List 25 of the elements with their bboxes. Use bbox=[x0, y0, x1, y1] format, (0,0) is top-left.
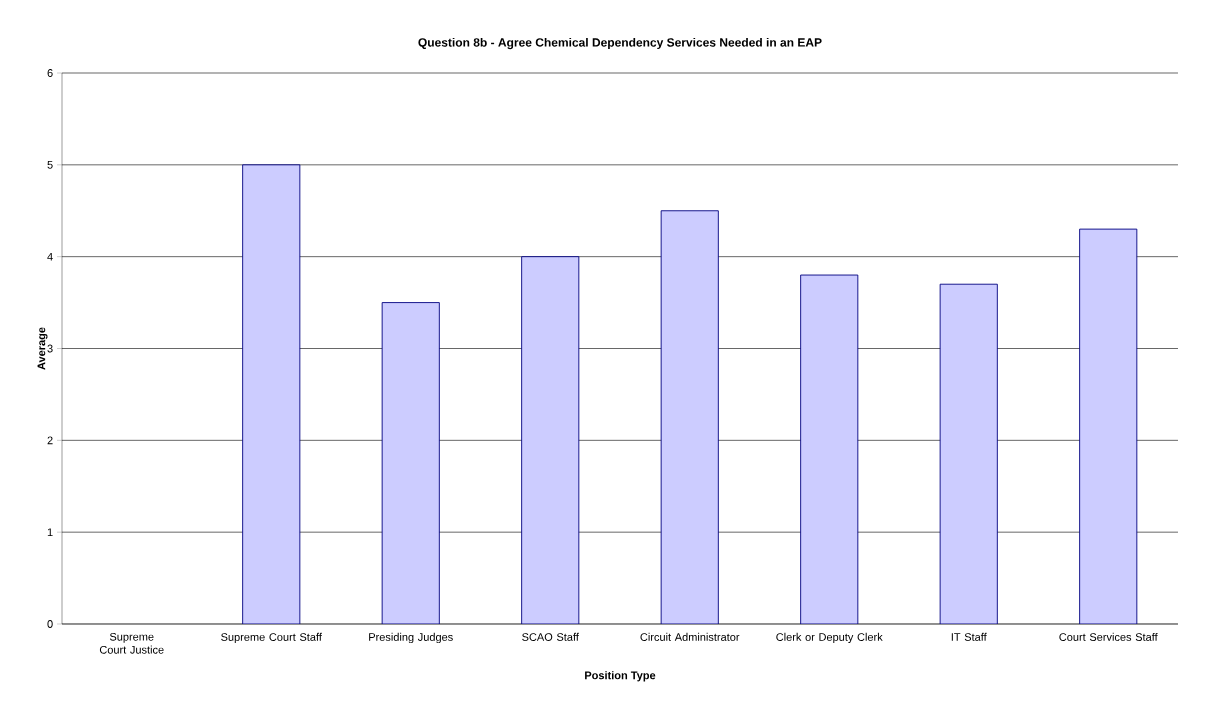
y-tick-label: 2 bbox=[47, 436, 53, 445]
y-tick-label: 3 bbox=[47, 344, 53, 353]
bar bbox=[939, 283, 998, 624]
x-tick-label: Clerk or Deputy Clerk bbox=[776, 632, 883, 644]
x-tick-label: Supreme Court Justice bbox=[99, 632, 164, 654]
y-tick-label: 1 bbox=[47, 528, 53, 536]
x-tick-label: IT Staff bbox=[951, 632, 987, 641]
x-tick-label: Court Services Staff bbox=[1059, 632, 1158, 641]
y-tick-label: 5 bbox=[47, 161, 53, 169]
bar bbox=[521, 256, 580, 624]
bar bbox=[660, 210, 719, 624]
x-tick-label: Supreme Court Staff bbox=[221, 632, 322, 644]
x-tick-label: Presiding Judges bbox=[369, 632, 453, 644]
y-axis-title: Average bbox=[37, 327, 48, 370]
x-tick-label: Circuit Administrator bbox=[640, 632, 740, 641]
y-tick-label: 0 bbox=[47, 620, 53, 628]
x-axis-title: Position Type bbox=[585, 671, 656, 682]
bar bbox=[381, 302, 440, 624]
y-tick-label: 4 bbox=[47, 252, 53, 261]
bar bbox=[800, 274, 859, 624]
chart-title: Question 8b - Agree Chemical Dependency Services Needed in an EAP bbox=[418, 37, 822, 50]
bar bbox=[242, 164, 301, 624]
bar bbox=[1079, 228, 1138, 624]
y-tick-label: 6 bbox=[47, 69, 53, 77]
x-tick-label: SCAO Staff bbox=[522, 632, 579, 641]
